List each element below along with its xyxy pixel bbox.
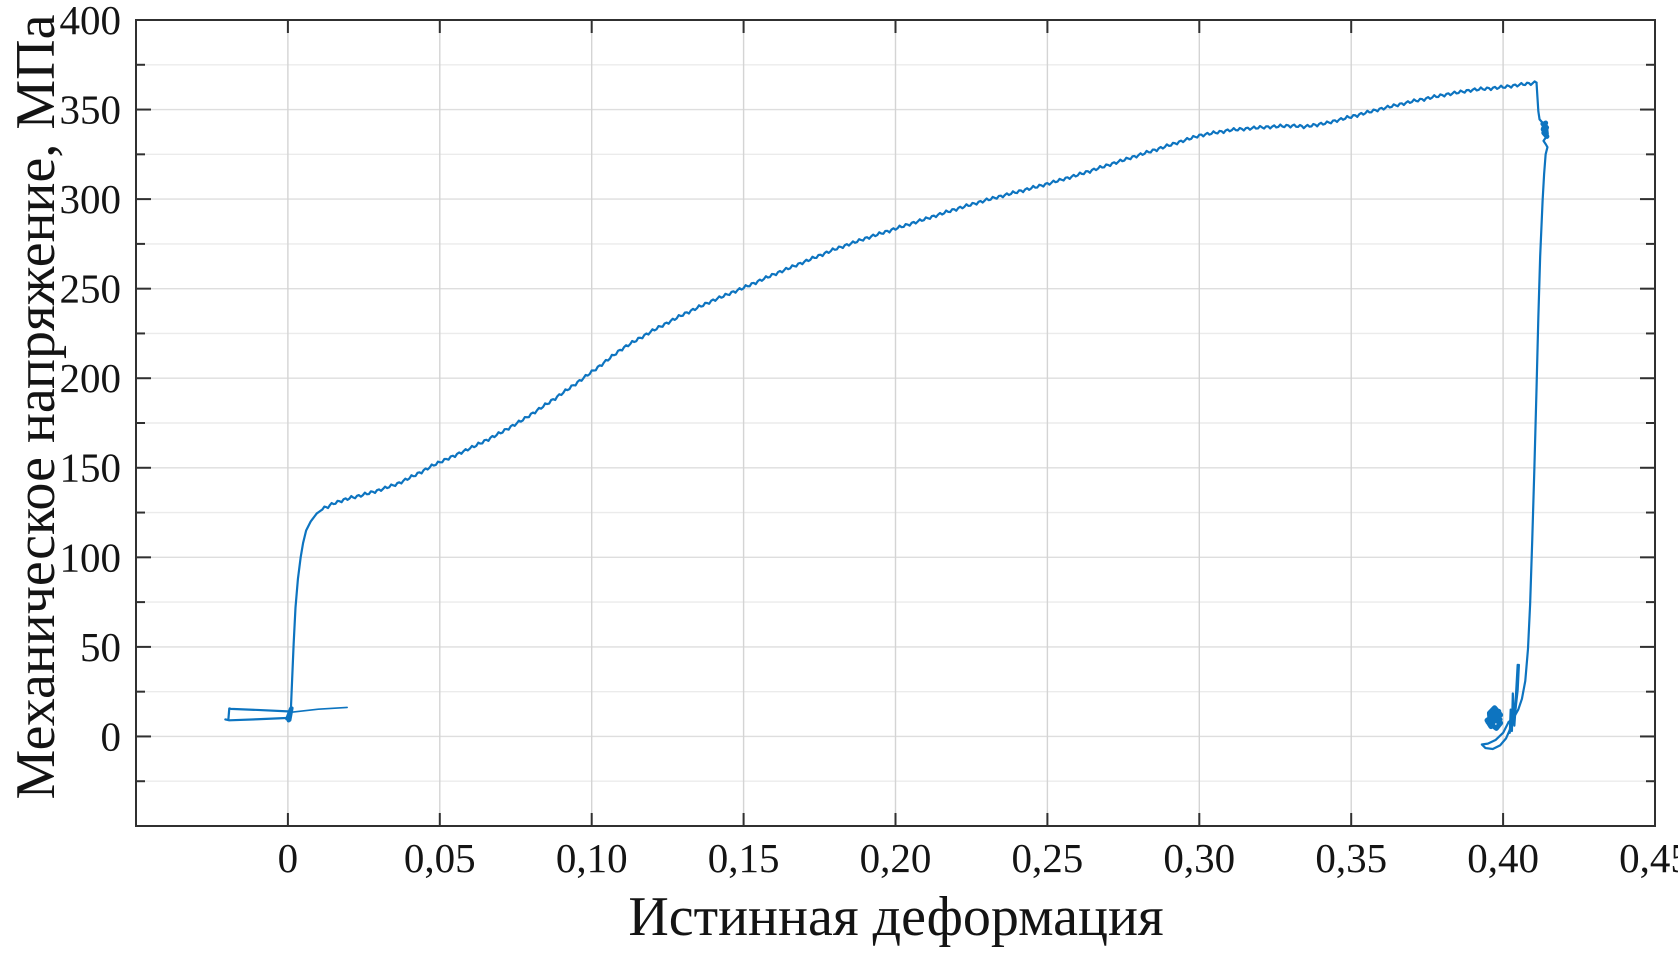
series-initial-tail-right bbox=[291, 706, 348, 713]
x-tick-label: 0,45 bbox=[1619, 835, 1678, 881]
y-tick-label: 50 bbox=[80, 624, 121, 670]
y-tick-label: 350 bbox=[60, 86, 122, 132]
x-tick-label: 0,30 bbox=[1163, 835, 1235, 881]
x-tick-label: 0,15 bbox=[708, 835, 780, 881]
y-tick-label: 150 bbox=[60, 445, 122, 491]
y-tick-label: 250 bbox=[60, 266, 122, 312]
x-tick-label: 0,40 bbox=[1467, 835, 1539, 881]
series-post-fracture-loop bbox=[1480, 663, 1521, 751]
y-axis-title: Механическое напряжение, МПа bbox=[5, 14, 67, 800]
plot-border bbox=[135, 19, 1656, 827]
series-fracture-knot bbox=[1540, 120, 1550, 139]
y-tick-label: 0 bbox=[101, 713, 122, 759]
x-tick-label: 0,20 bbox=[860, 835, 932, 881]
x-tick-label: 0,35 bbox=[1315, 835, 1387, 881]
series-fracture-drop bbox=[1507, 81, 1549, 724]
y-tick-label: 400 bbox=[60, 0, 122, 43]
x-tick-label: 0,25 bbox=[1012, 835, 1084, 881]
series-post-fracture-knot bbox=[1484, 705, 1504, 731]
series-initial-loop bbox=[224, 707, 289, 722]
y-tick-label: 300 bbox=[60, 176, 122, 222]
x-tick-label: 0,10 bbox=[556, 835, 628, 881]
y-tick-label: 200 bbox=[60, 355, 122, 401]
y-tick-label: 100 bbox=[60, 534, 122, 580]
x-tick-label: 0,05 bbox=[404, 835, 476, 881]
x-tick-label: 0 bbox=[278, 835, 299, 881]
series-loading-curve bbox=[289, 80, 1538, 709]
x-axis-title: Истинная деформация bbox=[628, 886, 1164, 948]
